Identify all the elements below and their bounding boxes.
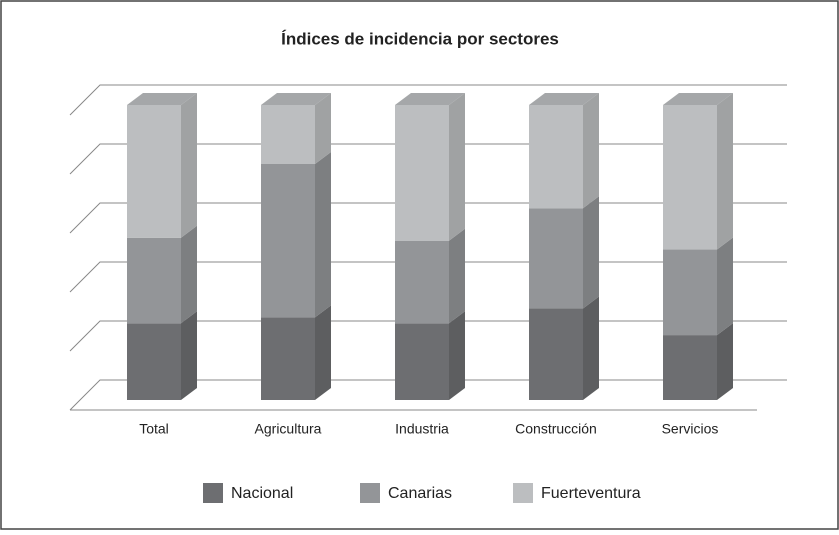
bar-face — [315, 93, 331, 164]
bar-segment — [663, 93, 733, 250]
x-tick-label: Total — [139, 421, 169, 437]
bar-segment — [395, 228, 465, 324]
legend-swatch — [360, 483, 380, 503]
bar-segment — [127, 93, 197, 238]
bar-face — [529, 208, 583, 309]
bar-face — [261, 164, 315, 318]
bar-segment — [529, 196, 599, 309]
legend-label: Canarias — [388, 485, 452, 502]
bar-face — [583, 196, 599, 309]
bar-segment — [529, 93, 599, 209]
bar-segment — [663, 323, 733, 400]
bar-segment — [127, 311, 197, 400]
bar-face — [663, 105, 717, 250]
bar-segment — [395, 311, 465, 400]
legend-swatch — [513, 483, 533, 503]
bar-segment — [261, 152, 331, 318]
legend-swatch — [203, 483, 223, 503]
bar-face — [717, 237, 733, 336]
grid-line — [69, 84, 787, 116]
bar-face — [449, 311, 465, 400]
bar-face — [583, 93, 599, 209]
bar-face — [315, 152, 331, 318]
bar-segment — [261, 305, 331, 400]
bar-segment — [663, 237, 733, 336]
bar-face — [261, 317, 315, 400]
bar-face — [315, 305, 331, 400]
bar-segment — [127, 225, 197, 324]
bar-face — [181, 311, 197, 400]
bar-face — [449, 93, 465, 241]
bar-face — [127, 105, 181, 238]
bar-segment — [529, 296, 599, 400]
x-tick-label: Agricultura — [255, 421, 322, 437]
bar-face — [181, 225, 197, 324]
bar-face — [261, 93, 331, 105]
bar-face — [529, 308, 583, 400]
x-tick-label: Construcción — [515, 421, 597, 437]
bar-face — [261, 105, 315, 164]
bar-face — [529, 105, 583, 209]
bar-face — [717, 323, 733, 400]
bar-face — [181, 93, 197, 238]
bar-face — [127, 237, 181, 324]
bar-segment — [395, 93, 465, 241]
x-tick-label: Servicios — [662, 421, 719, 437]
legend-label: Fuerteventura — [541, 485, 641, 502]
bar-segment — [261, 93, 331, 164]
bar-face — [583, 296, 599, 400]
legend-label: Nacional — [231, 485, 293, 502]
bar-face — [395, 240, 449, 324]
bar-face — [529, 93, 599, 105]
bar-face — [663, 335, 717, 400]
bar-face — [449, 228, 465, 324]
bar-face — [395, 323, 449, 400]
bar-face — [127, 93, 197, 105]
bar-face — [717, 93, 733, 250]
bar-face — [663, 249, 717, 336]
bar-face — [127, 323, 181, 400]
chart-title: Índices de incidencia por sectores — [281, 29, 559, 48]
bar-face — [395, 93, 465, 105]
bar-face — [663, 93, 733, 105]
bar-face — [395, 105, 449, 241]
x-tick-label: Industria — [395, 421, 449, 437]
